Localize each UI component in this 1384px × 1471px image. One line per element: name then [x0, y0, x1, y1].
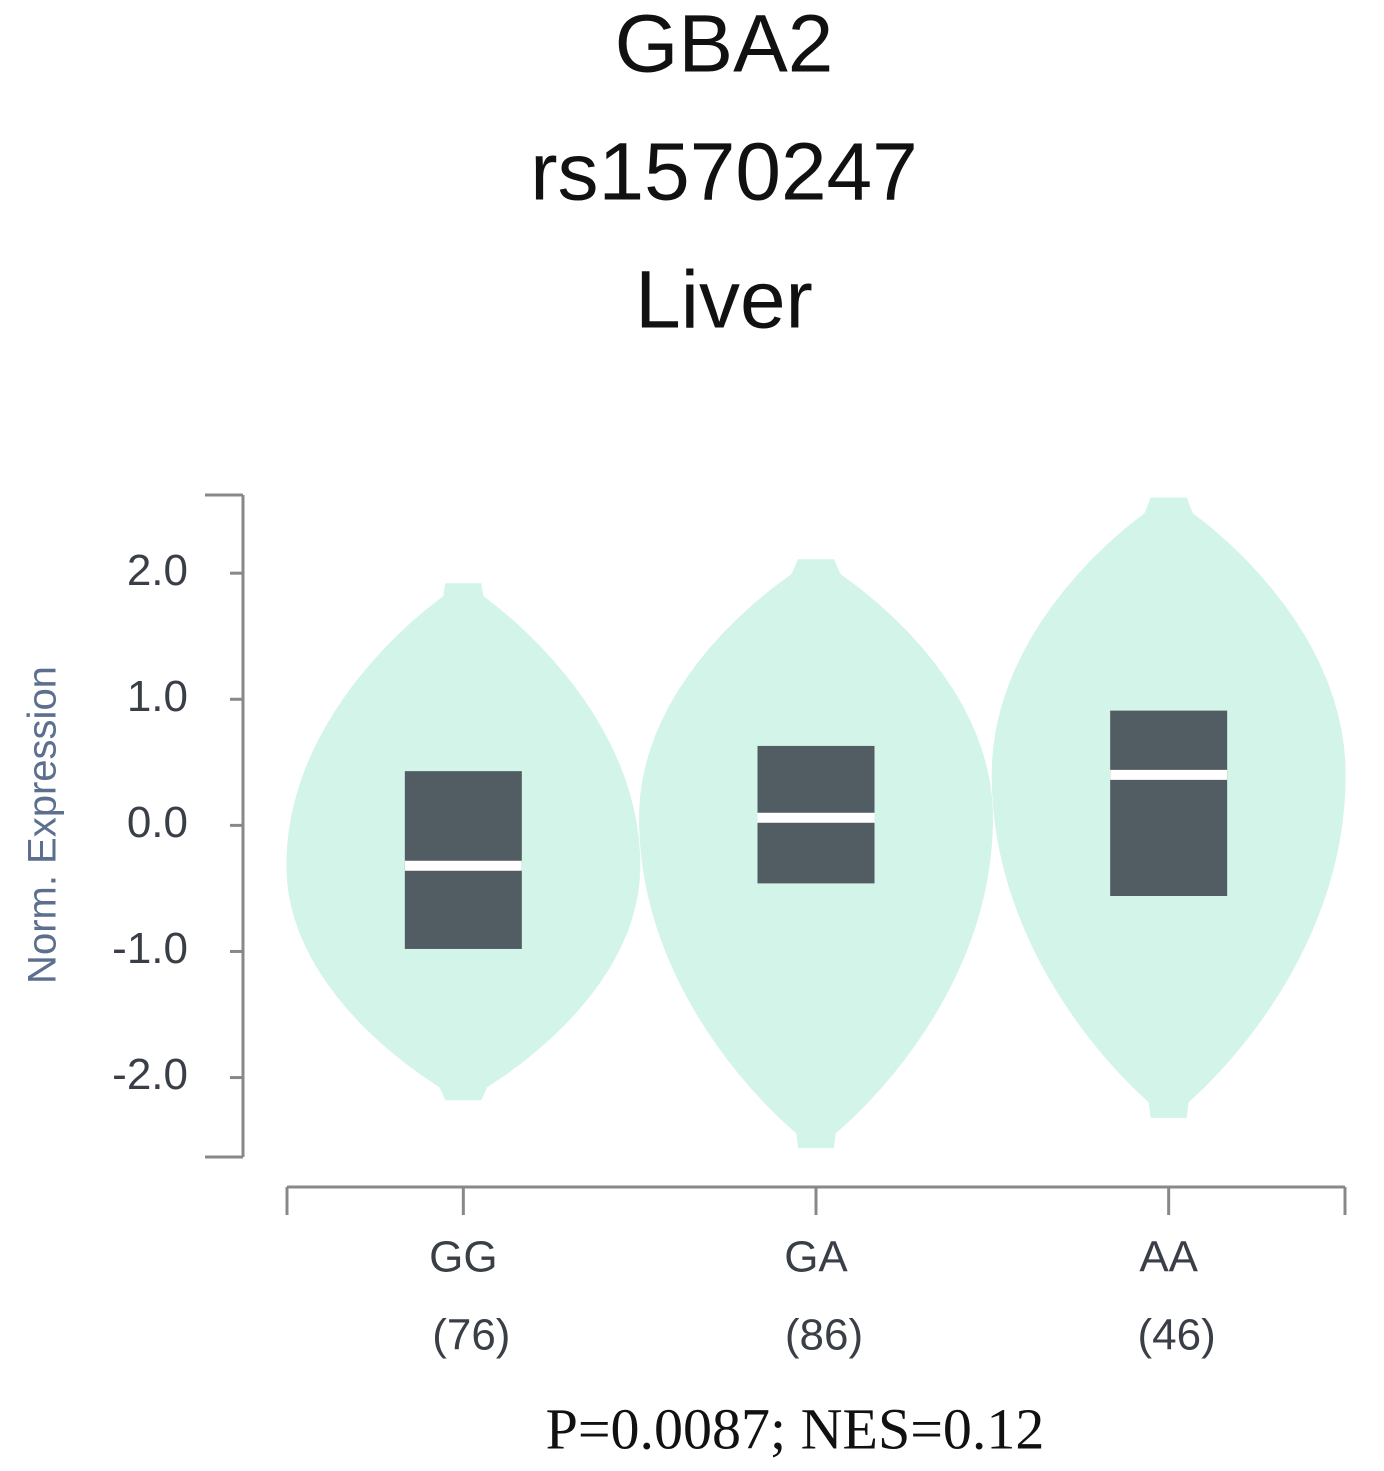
sample-size: (86) — [785, 1311, 863, 1360]
y-tick-label: 0.0 — [127, 798, 188, 847]
y-tick-label: 1.0 — [127, 672, 188, 721]
y-tick-label: 2.0 — [127, 546, 188, 595]
sample-size: (46) — [1138, 1311, 1216, 1360]
annotation: P=0.0087; NES=0.12 — [546, 1396, 1045, 1461]
x-tick-label: GA — [784, 1233, 848, 1282]
box — [1110, 710, 1228, 896]
y-tick-label: -1.0 — [112, 924, 188, 973]
x-tick-label: AA — [1139, 1233, 1198, 1282]
box — [404, 771, 522, 949]
y-tick-label: -2.0 — [112, 1050, 188, 1099]
chart-title: Liver — [635, 255, 813, 346]
chart-title: rs1570247 — [530, 127, 918, 218]
x-tick-label: GG — [429, 1233, 497, 1282]
y-axis-label: Norm. Expression — [21, 666, 65, 984]
sample-size: (76) — [432, 1311, 510, 1360]
chart-title: GBA2 — [615, 0, 834, 90]
